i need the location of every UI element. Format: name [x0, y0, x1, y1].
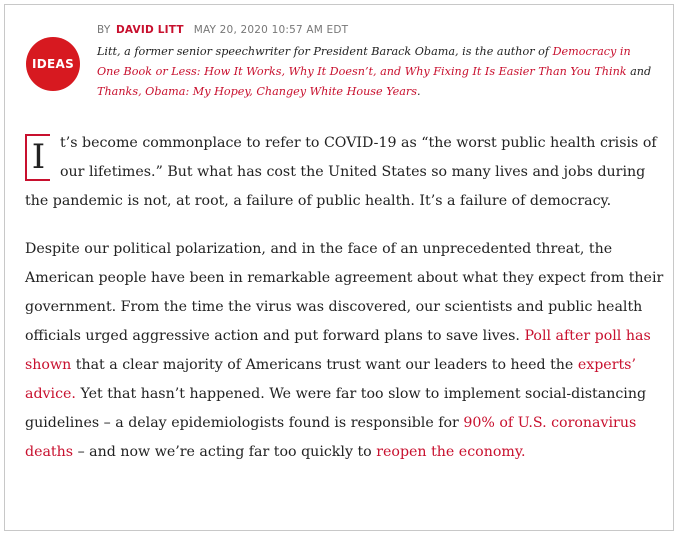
link-reopen-economy[interactable]: reopen the economy.	[376, 444, 526, 460]
byline: BY DAVID LITT MAY 20, 2020 10:57 AM EDT	[97, 24, 348, 36]
paragraph-text: Yet that hasn’t happened. We were far to…	[25, 386, 647, 431]
link-poll-after-poll[interactable]: Poll after poll has shown	[25, 328, 651, 373]
article-header: IDEAS BY DAVID LITT MAY 20, 2020 10:57 AM…	[5, 5, 673, 115]
paragraph-text: that a clear majority of Americans trust…	[71, 357, 578, 373]
book-link-democracy[interactable]: Democracy in One Book or Less: How It Wo…	[97, 45, 631, 78]
paragraph-2: Despite our political polarization, and …	[25, 235, 665, 467]
book-link-thanks-obama[interactable]: Thanks, Obama: My Hopey, Changey White H…	[97, 85, 417, 98]
bio-text: .	[417, 85, 421, 98]
link-experts-advice[interactable]: experts’ advice.	[25, 357, 636, 402]
drop-cap: I	[25, 134, 50, 181]
bio-text: and	[626, 65, 652, 78]
paragraph-text: Despite our political polarization, and …	[25, 241, 664, 344]
paragraph-text: – and now we’re acting far too quickly t…	[73, 444, 377, 460]
section-badge-ideas[interactable]: IDEAS	[26, 37, 80, 91]
author-link[interactable]: DAVID LITT	[116, 24, 184, 36]
bio-text: Litt, a former senior speechwriter for P…	[97, 45, 553, 58]
article-frame: IDEAS BY DAVID LITT MAY 20, 2020 10:57 AM…	[4, 4, 674, 531]
author-bio: Litt, a former senior speechwriter for P…	[97, 42, 657, 102]
link-90-percent-deaths[interactable]: 90% of U.S. coronavirus deaths	[25, 415, 637, 460]
paragraph-text: t’s become commonplace to refer to COVID…	[25, 135, 657, 209]
by-label: BY	[97, 24, 111, 36]
publish-timestamp: MAY 20, 2020 10:57 AM EDT	[193, 24, 349, 36]
